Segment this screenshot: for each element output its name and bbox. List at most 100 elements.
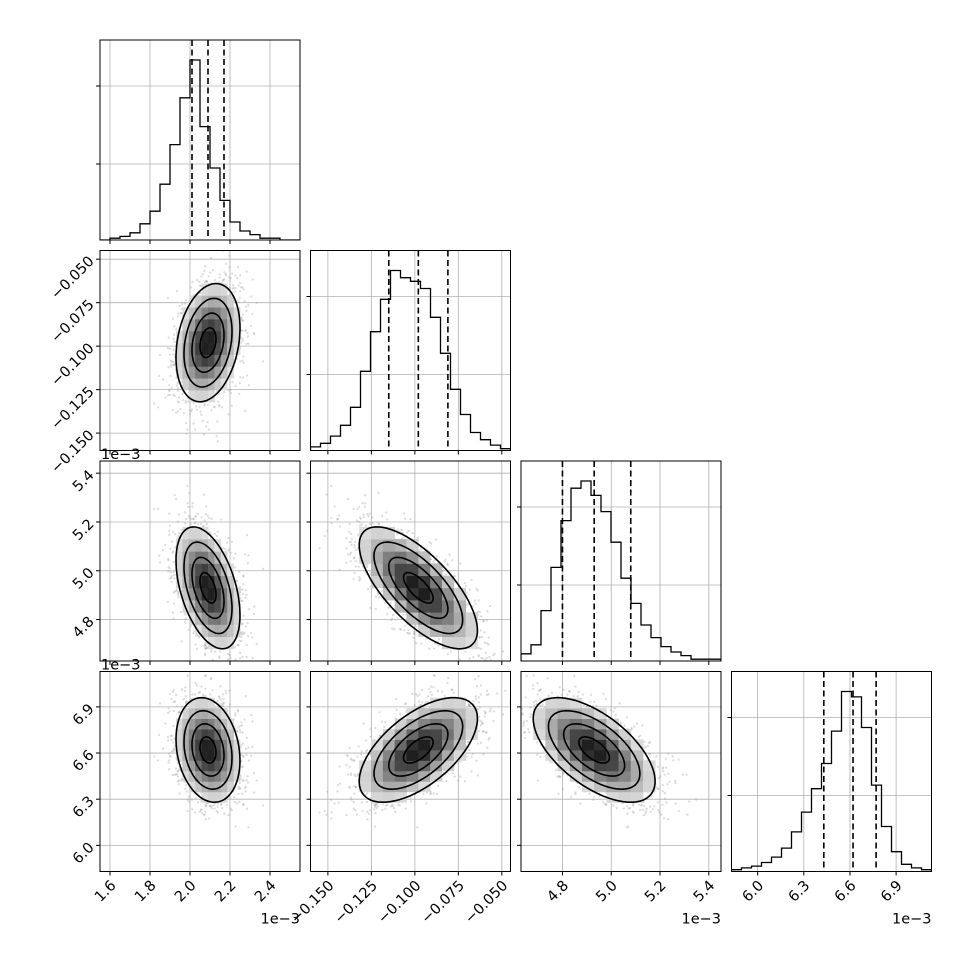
scatter-point xyxy=(203,404,206,407)
scatter-point xyxy=(350,537,354,540)
density-cell xyxy=(182,587,190,601)
scatter-point xyxy=(487,643,490,646)
scatter-point xyxy=(205,647,209,650)
density-cell xyxy=(188,389,196,403)
scatter-point xyxy=(172,617,175,620)
density-cell xyxy=(227,330,234,344)
scatter-point xyxy=(222,547,225,550)
density-cell xyxy=(208,551,215,564)
scatter-point xyxy=(323,534,327,538)
scatter-point xyxy=(206,646,209,649)
scatter-point xyxy=(364,502,367,505)
density-cell xyxy=(214,295,222,308)
scatter-point xyxy=(220,518,223,521)
contour-line xyxy=(199,327,217,359)
scatter-point xyxy=(189,625,192,628)
scatter-point xyxy=(252,332,256,335)
scatter-point xyxy=(173,494,176,497)
scatter-point xyxy=(448,553,451,556)
scatter-point xyxy=(191,280,194,284)
scatter-point xyxy=(227,413,230,416)
density-cell xyxy=(182,551,190,564)
y-tick-label: −0.150 xyxy=(48,427,97,476)
scatter-point xyxy=(175,497,178,501)
scatter-point xyxy=(216,440,220,443)
scatter-point xyxy=(158,353,162,357)
y-tick-label: 5.4 xyxy=(70,468,98,496)
density-cell xyxy=(233,600,241,613)
scatter-point xyxy=(198,405,201,408)
scatter-point xyxy=(172,550,175,553)
scatter-point xyxy=(168,524,172,527)
density-cell xyxy=(188,366,196,379)
scatter-point xyxy=(236,643,239,647)
density-cell xyxy=(176,539,183,552)
scatter-point xyxy=(468,679,470,681)
scatter-point xyxy=(199,522,203,525)
scatter-point xyxy=(236,276,239,280)
scatter-point xyxy=(353,571,356,574)
scatter-point xyxy=(371,522,375,525)
scatter-point xyxy=(245,309,248,312)
scatter-point xyxy=(353,556,356,559)
scatter-point xyxy=(433,642,437,645)
histogram-step xyxy=(310,269,511,451)
scatter-point xyxy=(199,410,202,413)
scatter-point xyxy=(205,280,209,284)
density-cell xyxy=(176,563,183,577)
scatter-point xyxy=(173,532,177,536)
scatter-point xyxy=(204,647,207,650)
scatter-point xyxy=(173,577,176,580)
scatter-point xyxy=(187,505,190,509)
scatter-point xyxy=(234,552,237,555)
contour-line xyxy=(175,282,241,403)
scatter-point xyxy=(213,278,216,282)
scatter-point xyxy=(220,662,222,664)
density-cell xyxy=(201,307,209,320)
scatter-point xyxy=(420,642,423,645)
scatter-point xyxy=(176,400,180,403)
scatter-point xyxy=(369,606,372,610)
scatter-point xyxy=(167,566,170,569)
scatter-point xyxy=(249,324,253,328)
density-cell xyxy=(220,295,228,308)
scatter-point xyxy=(206,421,209,424)
scatter-point xyxy=(166,346,170,350)
scatter-point xyxy=(400,528,403,531)
scatter-point xyxy=(166,600,170,603)
scatter-point xyxy=(493,652,496,655)
scatter-point xyxy=(245,342,248,345)
density-cell xyxy=(182,526,190,540)
scatter-point xyxy=(401,531,405,535)
scatter-point xyxy=(408,632,412,635)
scatter-point xyxy=(196,523,200,526)
scatter-point xyxy=(172,337,175,341)
scatter-point xyxy=(157,374,161,377)
scatter-point xyxy=(172,602,176,605)
density-cell xyxy=(214,342,222,355)
scatter-point xyxy=(214,650,217,653)
scatter-point xyxy=(218,405,221,408)
scatter-point xyxy=(205,279,208,283)
scatter-point xyxy=(184,399,188,403)
panel-content xyxy=(153,484,265,664)
density-cell xyxy=(208,575,215,589)
scatter-point xyxy=(234,384,237,388)
scatter-point xyxy=(179,407,182,411)
density-cell xyxy=(233,307,241,320)
scatter-point xyxy=(166,570,170,573)
scatter-point xyxy=(168,529,171,532)
scatter-point xyxy=(488,655,491,659)
scatter-point xyxy=(172,348,175,351)
density-cell xyxy=(233,330,241,344)
scatter-point xyxy=(239,360,242,363)
density-cell xyxy=(214,330,222,344)
scatter-point xyxy=(483,641,486,644)
scatter-point xyxy=(184,522,187,525)
density-cell xyxy=(227,354,234,367)
scatter-point xyxy=(218,655,221,658)
scatter-point xyxy=(173,325,176,328)
scatter-point xyxy=(184,621,187,624)
scatter-point xyxy=(478,635,482,639)
scatter-point xyxy=(224,548,227,551)
